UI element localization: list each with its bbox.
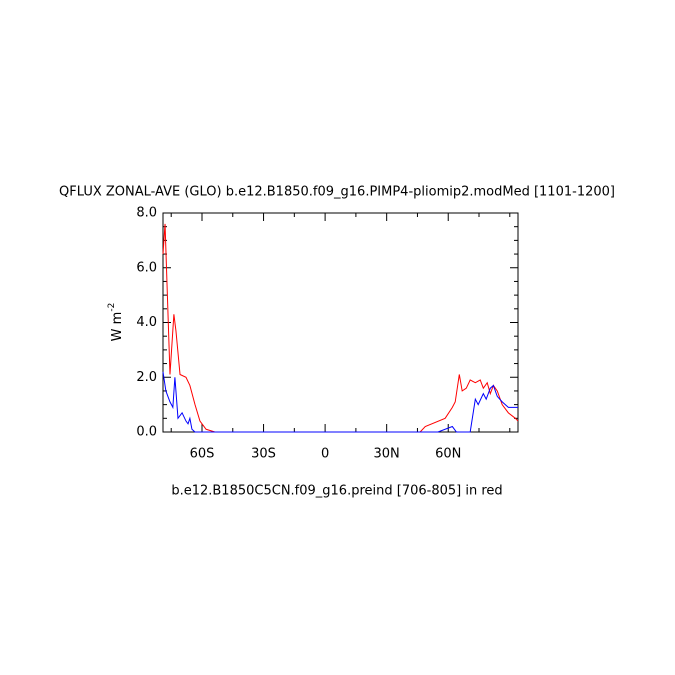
data-line bbox=[162, 371, 518, 433]
x-tick-label: 0 bbox=[321, 447, 329, 462]
x-tick-label: 60N bbox=[435, 447, 461, 462]
y-axis-label-text: W m bbox=[110, 312, 125, 342]
x-tick-label: 30S bbox=[251, 447, 276, 462]
chart-title: QFLUX ZONAL-AVE (GLO) b.e12.B1850.f09_g1… bbox=[59, 185, 615, 200]
x-tick-label: 30N bbox=[374, 447, 400, 462]
y-tick-label: 4.0 bbox=[136, 315, 157, 330]
y-tick-label: 2.0 bbox=[136, 370, 157, 385]
y-axis-label: W m-2 bbox=[107, 303, 125, 342]
y-tick-label: 6.0 bbox=[136, 260, 157, 275]
y-tick-label: 0.0 bbox=[136, 425, 157, 440]
data-line bbox=[162, 223, 519, 433]
plot-frame bbox=[162, 212, 519, 433]
y-axis-label-exponent: -2 bbox=[107, 303, 117, 312]
chart-subtitle: b.e12.B1850C5CN.f09_g16.preind [706-805]… bbox=[171, 484, 502, 499]
x-tick-label: 60S bbox=[190, 447, 215, 462]
y-tick-label: 8.0 bbox=[136, 206, 157, 221]
